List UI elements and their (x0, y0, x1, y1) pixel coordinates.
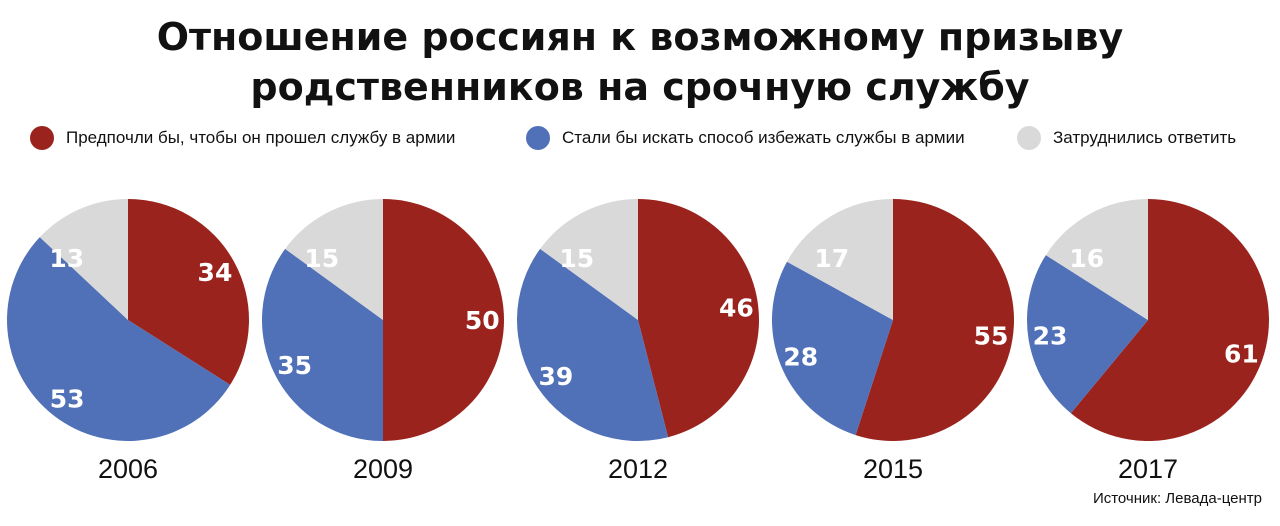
pie-2012-slice-serve (638, 199, 760, 438)
pie-2009-slice-avoid (262, 248, 383, 441)
legend-swatch-avoid (526, 126, 550, 150)
pie-2017-slice-avoid (1027, 255, 1148, 414)
pie-2017-slice-unsure (1045, 199, 1148, 320)
pie-2015: 55 28 17 2015 (772, 199, 1014, 484)
legend-label-unsure: Затруднились ответить (1053, 128, 1237, 147)
pie-2006-slice-serve (128, 199, 249, 385)
pie-2006-slice-avoid (7, 237, 231, 441)
pie-2006-slice-unsure (39, 199, 128, 320)
pie-2012: 46 39 15 2012 (517, 199, 760, 484)
pie-2012-label-serve: 46 (719, 294, 754, 323)
pie-2009: 50 35 15 2009 (262, 199, 504, 484)
legend: Предпочли бы, чтобы он прошел службу в а… (0, 124, 1280, 152)
pie-2017: 61 23 16 2017 (1027, 199, 1270, 484)
pie-2006-label-avoid: 53 (50, 384, 85, 413)
chart-title: Отношение россиян к возможному призыву р… (0, 12, 1280, 112)
pie-year-2015: 2015 (863, 454, 923, 484)
pie-2015-label-serve: 55 (974, 322, 1009, 351)
chart-title-line-1: Отношение россиян к возможному призыву (156, 15, 1124, 59)
pie-2015-slice-avoid (772, 261, 893, 436)
pie-2017-slice-serve (1070, 199, 1270, 442)
legend-label-serve: Предпочли бы, чтобы он прошел службу в а… (66, 128, 456, 147)
legend-item-serve: Предпочли бы, чтобы он прошел службу в а… (30, 124, 455, 152)
pie-2012-label-avoid: 39 (539, 362, 574, 391)
pie-2012-slice-unsure (540, 199, 638, 320)
pie-2006: 34 53 13 2006 (7, 199, 249, 484)
pie-year-2009: 2009 (353, 454, 413, 484)
pie-2006-label-unsure: 13 (49, 244, 84, 273)
legend-swatch-unsure (1017, 126, 1041, 150)
pie-2017-label-unsure: 16 (1069, 244, 1104, 273)
pie-2017-label-serve: 61 (1224, 340, 1259, 369)
legend-label-avoid: Стали бы искать способ избежать службы в… (562, 128, 965, 147)
source-note: Источник: Левада-центр (1092, 490, 1262, 507)
pie-2009-label-avoid: 35 (277, 351, 312, 380)
legend-item-unsure: Затруднились ответить (1017, 124, 1236, 152)
legend-item-avoid: Стали бы искать способ избежать службы в… (526, 124, 965, 152)
legend-swatch-serve (30, 126, 54, 150)
pie-year-2017: 2017 (1118, 454, 1178, 484)
pie-2009-slice-unsure (285, 199, 383, 320)
pie-2015-label-unsure: 17 (814, 244, 849, 273)
pie-year-2006: 2006 (98, 454, 158, 484)
pie-2012-label-unsure: 15 (559, 244, 594, 273)
pie-year-2012: 2012 (608, 454, 668, 484)
pie-2006-label-serve: 34 (198, 258, 233, 287)
chart-title-line-2: родственников на срочную службу (250, 65, 1030, 109)
pie-2015-slice-serve (855, 199, 1014, 441)
pie-charts: 34 53 13 2006 50 35 15 2009 46 39 15 2012 55 28 17 2015… (7, 199, 1270, 484)
pie-2015-label-avoid: 28 (783, 343, 818, 372)
pie-2015-slice-unsure (786, 199, 893, 320)
pie-2012-slice-avoid (517, 248, 669, 442)
pie-2009-label-serve: 50 (465, 306, 500, 335)
pie-2017-label-avoid: 23 (1033, 322, 1068, 351)
pie-2009-label-unsure: 15 (304, 244, 339, 273)
pie-2009-slice-serve (383, 199, 504, 441)
